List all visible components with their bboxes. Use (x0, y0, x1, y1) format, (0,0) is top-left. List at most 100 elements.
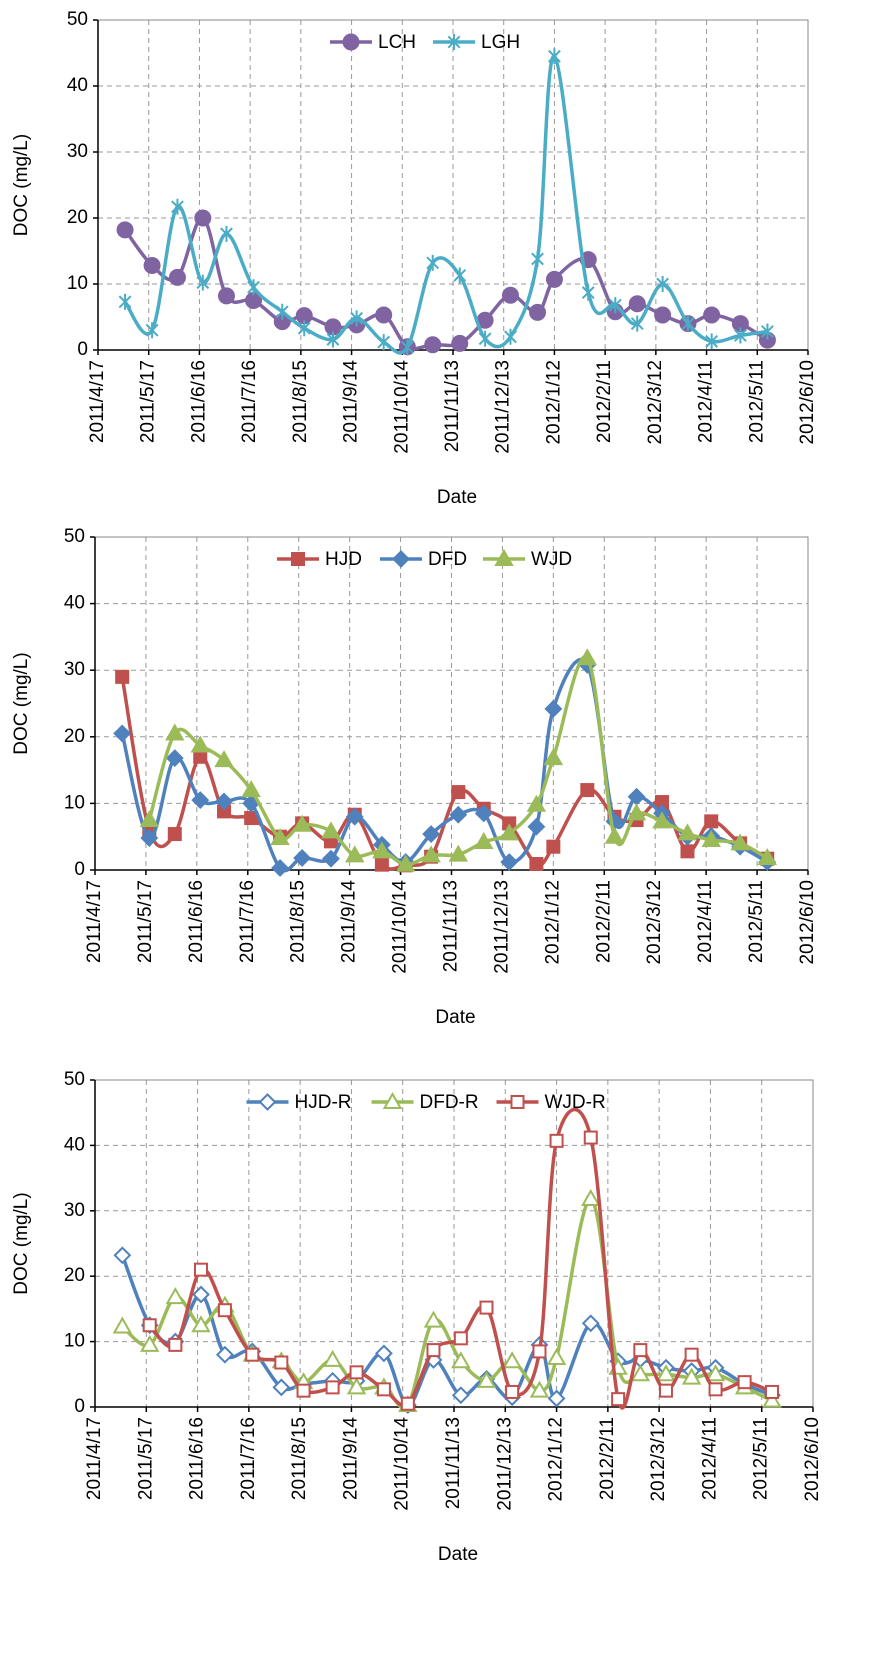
data-point (322, 849, 340, 868)
data-point (165, 1287, 186, 1305)
data-point (165, 749, 184, 768)
y-tick-label: 10 (64, 1331, 85, 1352)
x-tick-label: 2012/2/11 (594, 360, 615, 443)
data-point (193, 1262, 208, 1277)
legend-marker (447, 34, 461, 50)
legend-marker (494, 548, 514, 566)
data-point (654, 306, 672, 324)
data-point (451, 334, 469, 352)
data-point (526, 794, 547, 812)
x-tick-label: 2012/1/12 (546, 1417, 567, 1502)
y-tick-label: 30 (67, 141, 88, 162)
data-point (581, 1314, 600, 1333)
x-tick-label: 2011/6/16 (186, 880, 207, 963)
data-point (214, 750, 234, 768)
data-point (395, 854, 416, 872)
data-point (581, 284, 595, 301)
x-tick-label: 2012/2/11 (593, 880, 614, 963)
data-point (168, 268, 186, 286)
data-point (684, 1347, 699, 1362)
y-tick-label: 40 (64, 593, 85, 614)
x-tick-label: 2011/8/15 (288, 880, 309, 963)
data-point (374, 857, 389, 872)
x-tick-label: 2012/4/11 (696, 360, 717, 443)
data-point (737, 1375, 752, 1390)
data-point (321, 821, 341, 839)
legend-marker (510, 1095, 525, 1109)
data-point (532, 1344, 547, 1359)
legend-label: DFD (428, 549, 467, 570)
x-tick-label: 2011/5/17 (135, 1417, 156, 1500)
data-point (113, 1246, 132, 1265)
data-point (112, 1316, 133, 1334)
data-point (449, 805, 468, 824)
data-point (453, 1331, 468, 1346)
data-point (274, 1355, 289, 1370)
data-point (374, 1344, 393, 1363)
data-point (529, 857, 544, 872)
x-tick-label: 2011/5/17 (135, 880, 156, 963)
data-point (703, 306, 721, 324)
x-tick-label: 2011/10/14 (391, 360, 412, 454)
chart-panel: 0 10 20 30 40 50 2011/4/17 2011/5/17 2011/6/16 20… (11, 526, 818, 1028)
x-axis-label: Date (438, 1544, 478, 1565)
y-tick-label: 0 (74, 859, 85, 880)
legend-marker (382, 1091, 403, 1109)
data-point (656, 1364, 676, 1382)
data-point (704, 814, 719, 829)
data-point (194, 209, 212, 227)
data-point (350, 310, 364, 327)
data-point (421, 845, 441, 863)
y-tick-label: 20 (64, 726, 85, 747)
x-tick-label: 2012/6/10 (797, 360, 818, 445)
data-point (543, 748, 564, 766)
data-point (271, 859, 289, 877)
data-point (474, 804, 493, 823)
data-point (247, 279, 260, 296)
x-tick-label: 2012/3/12 (644, 880, 665, 965)
y-tick-label: 10 (64, 792, 85, 813)
y-tick-label: 50 (67, 9, 88, 30)
y-tick-label: 50 (64, 1069, 85, 1090)
data-point (708, 1382, 723, 1397)
x-axis-label: Date (435, 1007, 475, 1028)
legend-marker (392, 550, 410, 568)
data-point (275, 303, 289, 320)
data-point (193, 749, 208, 764)
data-point (143, 257, 161, 275)
data-point (479, 1300, 494, 1315)
data-point (191, 1315, 211, 1333)
data-point (677, 823, 698, 841)
x-tick-label: 2011/9/14 (341, 360, 362, 444)
data-point (546, 839, 561, 854)
data-point (757, 847, 777, 866)
data-point (113, 724, 132, 743)
x-tick-label: 2011/6/16 (188, 360, 209, 443)
legend-label: WJD (531, 549, 572, 570)
data-point (217, 1303, 232, 1318)
data-point (241, 780, 261, 798)
data-point (531, 250, 544, 267)
data-point (145, 322, 159, 339)
chart-panel: 0 10 20 30 40 50 2011/4/17 2011/5/17 2011/6/16 20… (11, 1069, 823, 1565)
x-tick-label: 2011/4/17 (87, 360, 108, 443)
data-point (583, 1130, 598, 1145)
x-tick-label: 2011/6/16 (187, 1417, 208, 1500)
data-point (577, 648, 598, 666)
series-line (120, 676, 769, 871)
data-point (325, 1380, 340, 1395)
data-point (474, 832, 494, 850)
x-tick-label: 2012/3/12 (648, 1417, 669, 1502)
data-point (192, 1285, 210, 1304)
data-point (345, 807, 364, 826)
data-point (705, 1364, 726, 1382)
data-point (140, 829, 159, 847)
y-tick-label: 30 (64, 1200, 85, 1221)
data-point (296, 1383, 311, 1398)
data-point (326, 331, 340, 348)
y-tick-label: 0 (77, 339, 88, 360)
data-point (372, 841, 392, 859)
data-point (580, 783, 595, 798)
y-tick-label: 30 (64, 659, 85, 680)
data-point (527, 817, 546, 836)
